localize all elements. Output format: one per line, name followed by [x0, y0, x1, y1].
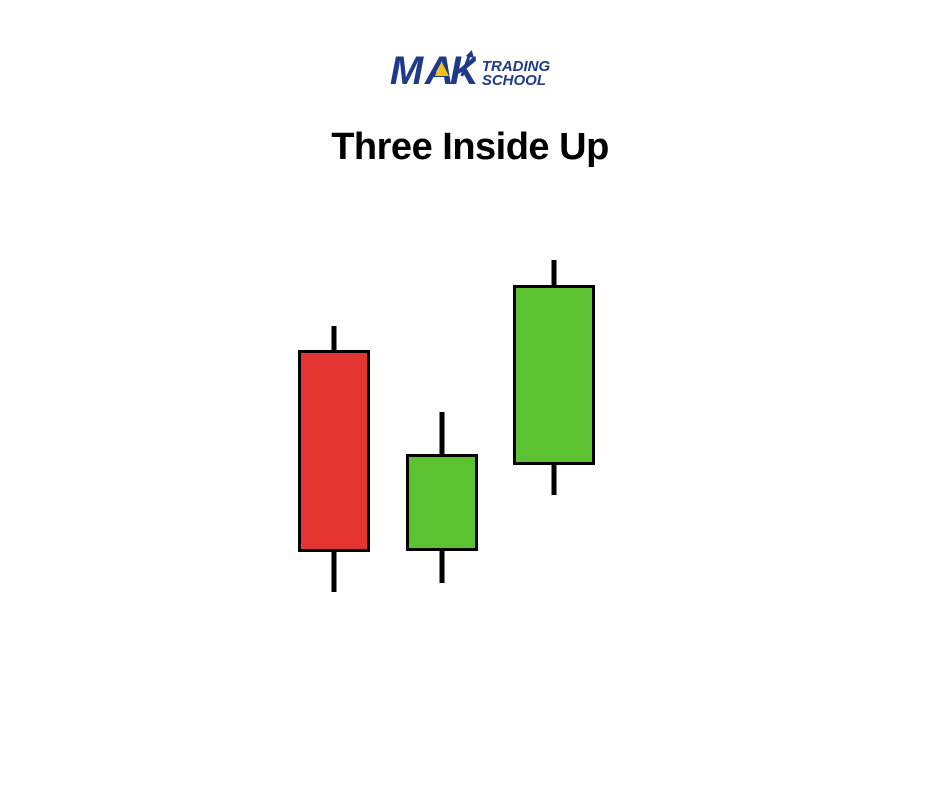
candle-body	[298, 350, 370, 552]
logo-line2: SCHOOL	[482, 74, 550, 88]
lower-wick	[552, 465, 557, 495]
candle-1	[406, 260, 478, 660]
svg-text:M: M	[390, 49, 425, 92]
lower-wick	[332, 552, 337, 592]
pattern-title: Three Inside Up	[331, 126, 609, 169]
upper-wick	[440, 412, 445, 454]
mak-logo-svg: M A K	[390, 48, 476, 92]
candle-2	[513, 260, 595, 660]
candle-0	[298, 260, 370, 660]
logo-mak: M A K	[390, 48, 476, 99]
logo: M A K TRADING SCHOOL	[390, 48, 550, 99]
lower-wick	[440, 551, 445, 583]
candlestick-chart	[298, 260, 658, 660]
upper-wick	[332, 326, 337, 350]
logo-trading-school: TRADING SCHOOL	[482, 60, 550, 87]
upper-wick	[552, 260, 557, 285]
candle-body	[513, 285, 595, 465]
candle-body	[406, 454, 478, 551]
